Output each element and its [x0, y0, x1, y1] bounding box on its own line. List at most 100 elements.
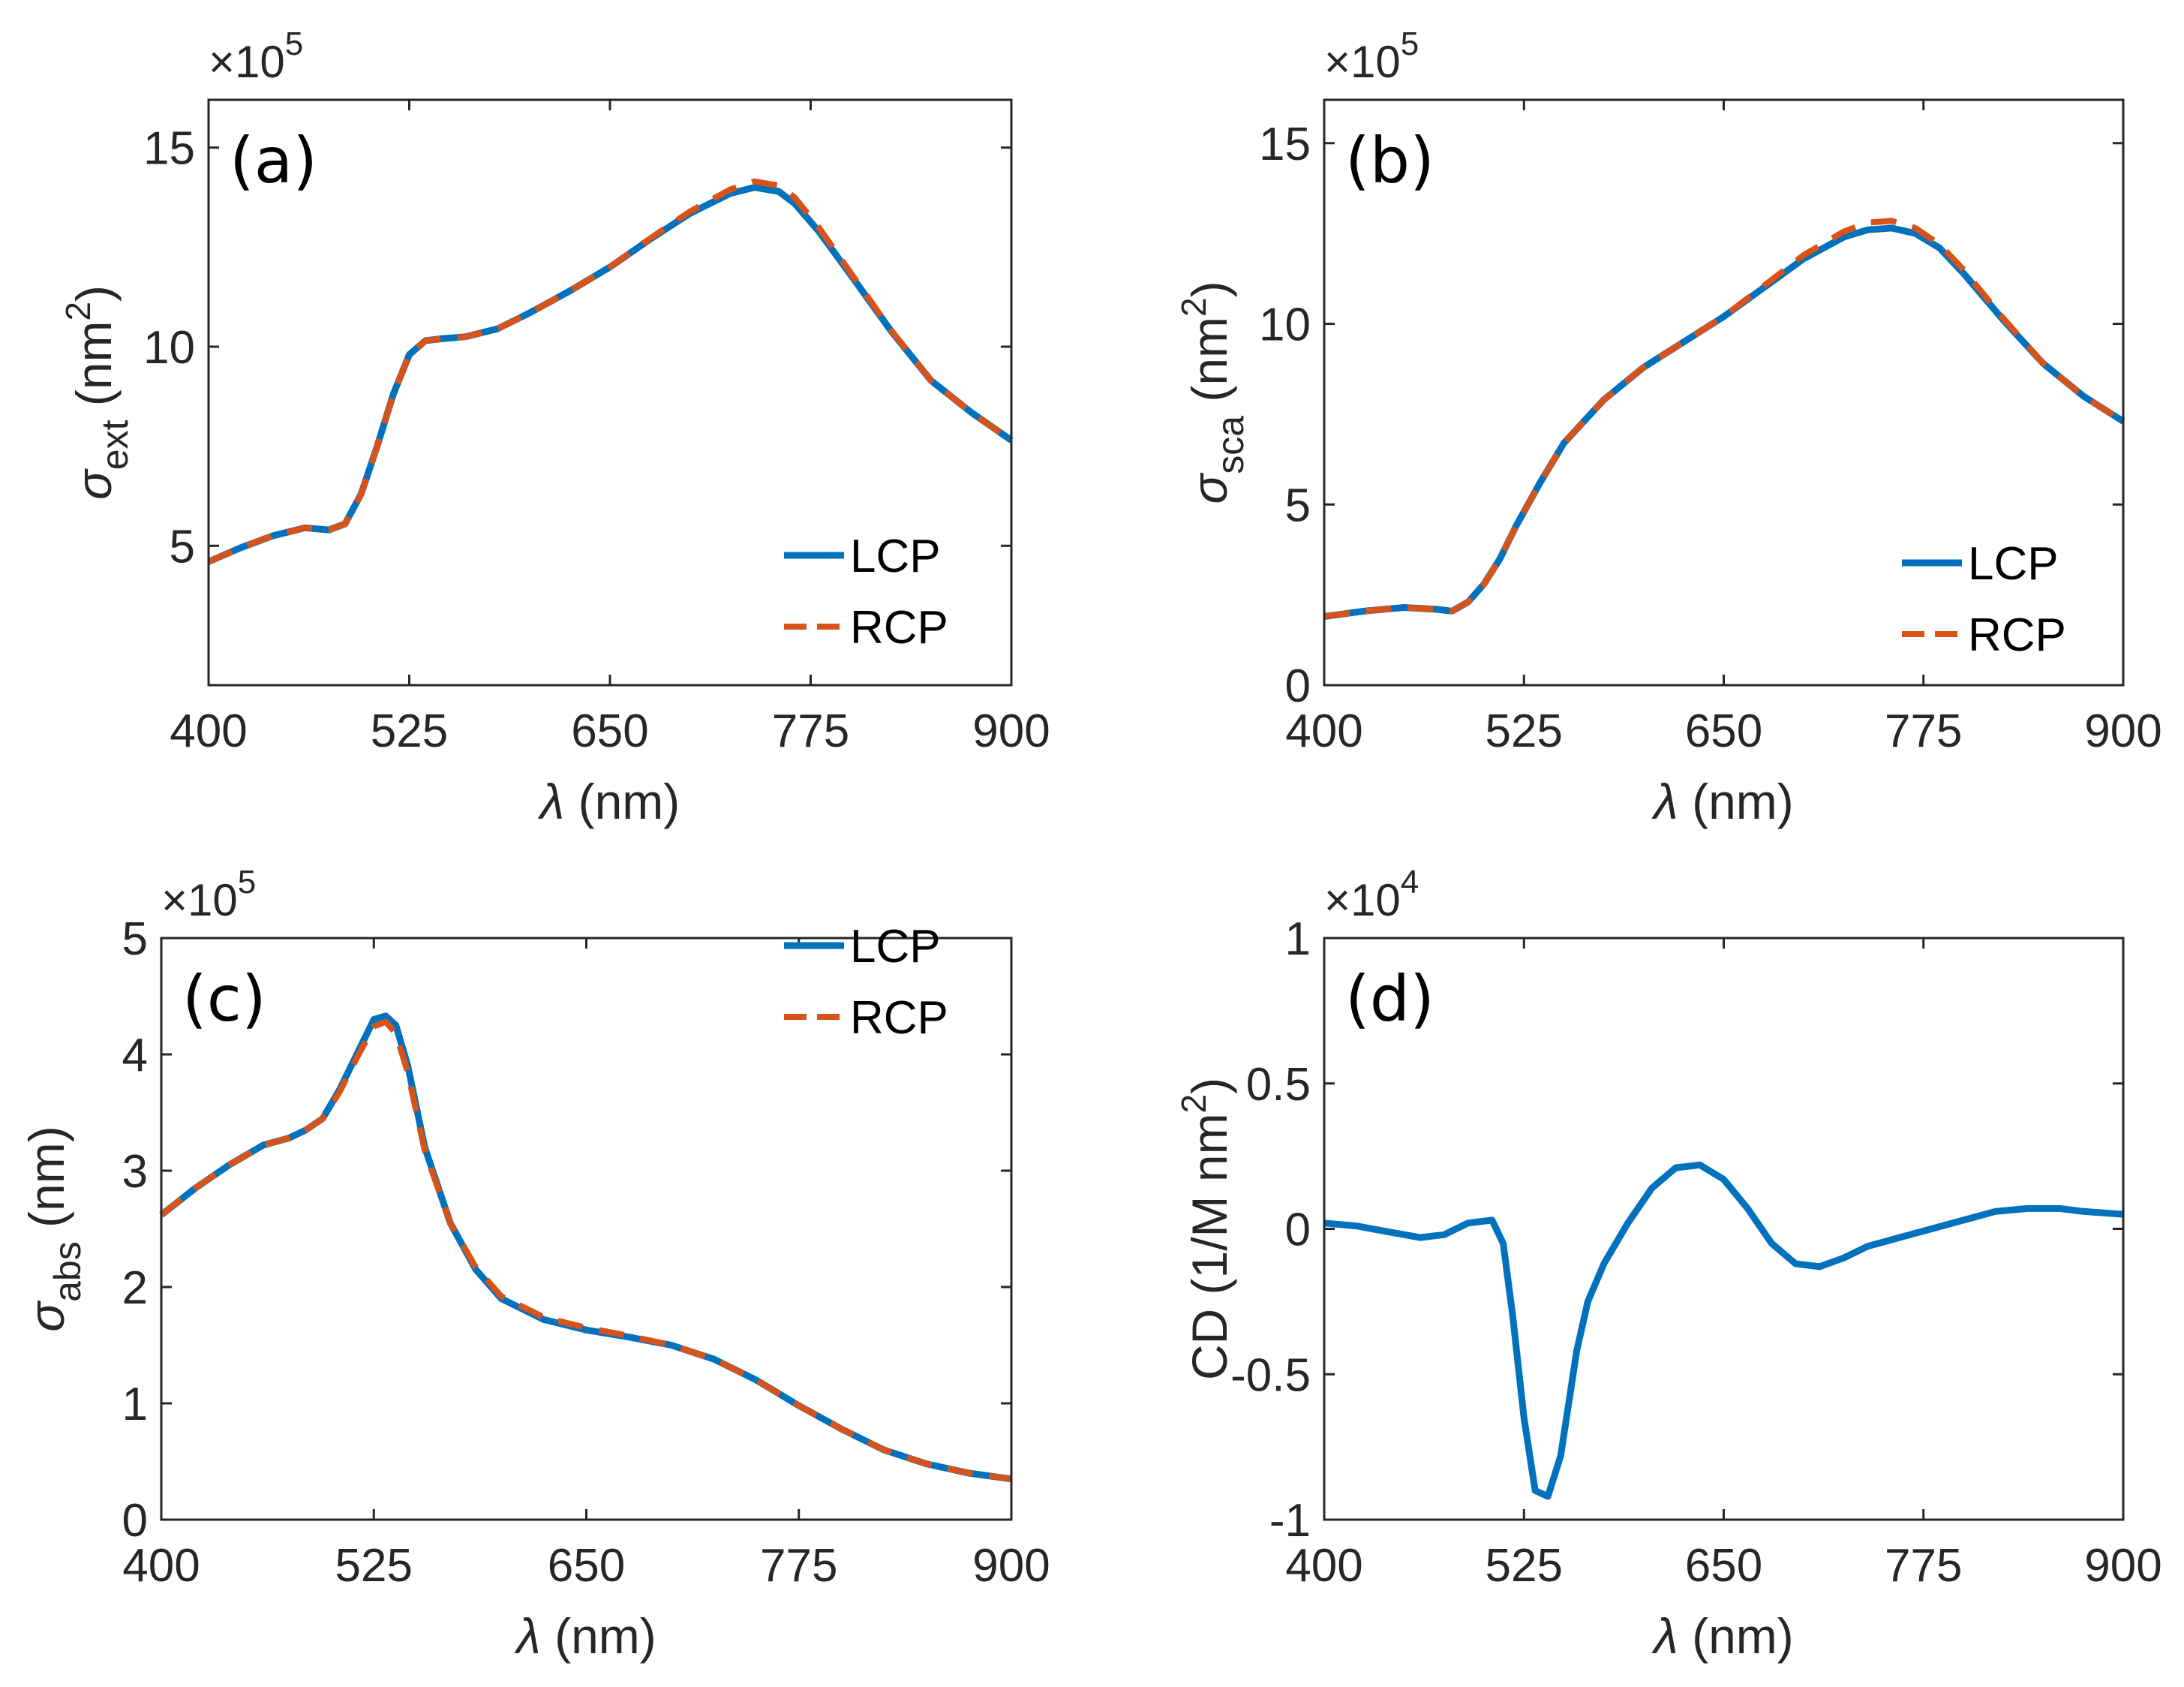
x-tick-label: 775 [760, 1540, 837, 1592]
y-tick-label: 0 [1285, 660, 1311, 712]
y-axis-label-close: ) [66, 285, 122, 302]
axis-exponent-base: ×10 [209, 37, 285, 87]
y-axis-label-sup: 2 [1174, 1094, 1213, 1114]
panel-label: (d) [1345, 962, 1434, 1036]
y-tick-label: -1 [1269, 1495, 1311, 1547]
legend-label-lcp: LCP [850, 531, 941, 582]
axis-exponent-base: ×10 [1324, 875, 1401, 925]
axis-exponent: ×104 [1324, 864, 1419, 925]
x-tick-label: 900 [972, 705, 1050, 757]
legend-label-rcp: RCP [850, 992, 948, 1044]
x-tick-label: 775 [772, 705, 849, 757]
plot-area [161, 938, 1011, 1520]
y-tick-label: 5 [170, 521, 195, 573]
y-axis-label-close: ) [1182, 1078, 1237, 1094]
y-axis-label-sup: 2 [59, 302, 98, 321]
y-tick-label: 15 [143, 123, 195, 175]
series-line-cd [1323, 1161, 2124, 1500]
legend: LCP RCP [784, 531, 948, 654]
x-tick-label: 400 [170, 705, 247, 757]
y-axis-label-text: CD (1/M nm [1182, 1113, 1237, 1380]
legend-label-lcp: LCP [1968, 538, 2059, 590]
axis-exponent-power: 5 [1401, 26, 1419, 62]
x-tick-label: 525 [1486, 705, 1563, 757]
y-axis-label-sub: sca [1209, 416, 1251, 474]
x-tick-label: 525 [371, 705, 448, 757]
x-axis-label-unit: (nm) [564, 774, 680, 829]
panel-label: (c) [182, 962, 266, 1036]
x-tick-label: 900 [2084, 1540, 2161, 1592]
y-axis-label: σext (nm2) [59, 285, 136, 500]
axis-exponent-power: 5 [238, 864, 256, 901]
axis-exponent-power: 5 [285, 26, 303, 62]
x-tick-label: 650 [548, 1540, 625, 1592]
axis-exponent-power: 4 [1401, 864, 1419, 901]
y-tick-label: -0.5 [1230, 1349, 1311, 1401]
x-axis-label-unit: (nm) [1678, 1608, 1794, 1664]
y-tick-label: 2 [122, 1262, 148, 1314]
y-tick-label: 3 [122, 1146, 148, 1198]
x-axis-label: λ (nm) [1651, 774, 1793, 829]
panel-label: (b) [1345, 124, 1434, 197]
legend: LCP RCP [1902, 538, 2066, 661]
y-axis-label: CD (1/M nm2) [1174, 1078, 1237, 1380]
legend-label-rcp: RCP [850, 602, 948, 654]
plot-area [209, 100, 1011, 685]
y-axis-label-symbol: σ [66, 468, 122, 500]
x-axis-label-symbol: λ [514, 1608, 540, 1664]
y-axis-label-symbol: σ [19, 1301, 74, 1332]
y-tick-label: 10 [1259, 299, 1311, 351]
y-tick-label: 15 [1259, 119, 1311, 170]
x-tick-label: 400 [1285, 705, 1362, 757]
axis-exponent-base: ×10 [161, 875, 238, 925]
series-line-rcp [1323, 218, 2125, 620]
y-axis-label-unit: (nm) [19, 1126, 74, 1241]
series-line-rcp [207, 178, 1014, 565]
x-tick-label: 650 [1685, 705, 1762, 757]
x-tick-label: 400 [1285, 1540, 1362, 1592]
x-tick-label: 775 [1885, 705, 1962, 757]
panel-d: 400 525 650 775 900 -1 -0.5 0 0.5 1 λ (nm) ×104 CD (… [1174, 864, 2162, 1664]
y-axis-label: σsca (nm2) [1174, 281, 1251, 504]
x-axis-label-symbol: λ [1651, 774, 1678, 829]
axis-exponent: ×105 [1324, 26, 1419, 87]
y-tick-label: 5 [1285, 480, 1311, 531]
y-axis-label-sub: ext [94, 419, 136, 470]
x-tick-label: 650 [1685, 1540, 1762, 1592]
x-tick-label: 900 [2084, 705, 2161, 757]
y-axis-label: σabs (nm) [19, 1126, 89, 1331]
y-tick-label: 4 [122, 1030, 148, 1081]
x-axis-label: λ (nm) [514, 1608, 656, 1664]
y-axis-label-sup: 2 [1174, 297, 1213, 317]
legend-label-rcp: RCP [1968, 609, 2066, 661]
x-tick-label: 650 [571, 705, 648, 757]
y-axis-label-unit: (nm [66, 321, 122, 420]
plot-area [1324, 100, 2123, 685]
x-tick-label: 400 [122, 1540, 200, 1592]
x-axis-label: λ (nm) [1651, 1608, 1793, 1664]
y-axis-label-close: ) [1182, 281, 1237, 297]
panel-label: (a) [230, 124, 317, 197]
y-tick-label: 1 [122, 1379, 148, 1430]
y-tick-label: 10 [143, 322, 195, 374]
y-tick-label: 0.5 [1246, 1059, 1311, 1111]
plot-area [1324, 938, 2123, 1520]
x-tick-label: 900 [972, 1540, 1050, 1592]
axis-exponent-base: ×10 [1324, 37, 1401, 87]
axis-exponent: ×105 [209, 26, 303, 87]
y-axis-label-sub: abs [47, 1241, 89, 1302]
x-axis-label: λ (nm) [538, 774, 680, 829]
x-axis-label-unit: (nm) [1678, 774, 1794, 829]
x-axis-label-symbol: λ [538, 774, 564, 829]
x-tick-label: 775 [1885, 1540, 1962, 1592]
legend-label-lcp: LCP [850, 921, 941, 973]
x-axis-label-unit: (nm) [541, 1608, 656, 1664]
legend: LCP RCP [784, 921, 948, 1044]
series-line-rcp [159, 1018, 1012, 1482]
y-tick-label: 5 [122, 913, 148, 965]
y-axis-label-unit: (nm [1182, 317, 1237, 416]
